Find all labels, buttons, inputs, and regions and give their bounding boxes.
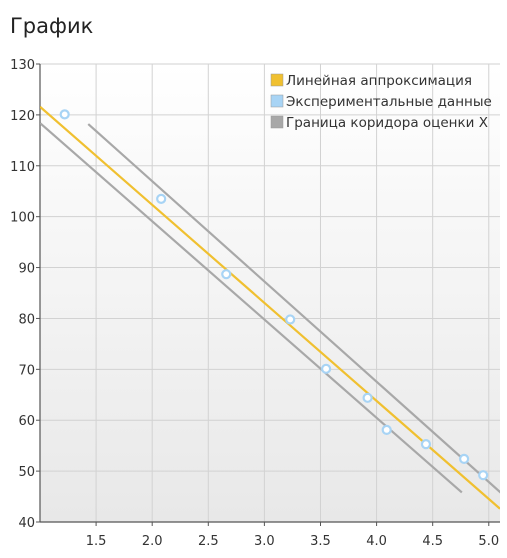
x-tick-label: 3.0 [254,534,275,549]
data-point [381,424,392,435]
legend-label: Граница коридора оценки Х [286,115,488,131]
data-point [320,363,332,374]
data-point [420,439,432,450]
y-tick-label: 110 [10,160,35,175]
x-tick-label: 2.5 [198,534,219,549]
y-tick-label: 80 [18,312,35,327]
legend-label: Экспериментальные данные [286,94,492,110]
y-tick-label: 90 [18,262,35,277]
y-tick-label: 40 [18,516,35,531]
x-tick-label: 4.5 [422,534,443,549]
x-tick-label: 1.5 [86,534,107,549]
x-tick-label: 2.0 [142,534,163,549]
y-tick-label: 50 [18,465,35,480]
y-tick-label: 130 [10,58,35,73]
data-point [285,314,296,325]
y-tick-label: 100 [10,211,35,226]
x-tick-label: 5.0 [478,534,499,549]
x-tick-label: 3.5 [310,534,331,549]
series-group [40,105,500,510]
legend-swatch [270,94,284,108]
data-point [478,470,489,481]
data-point [59,109,70,120]
y-tick-label: 120 [10,109,35,124]
x-tick-label: 4.0 [366,534,387,549]
legend-label: Линейная аппроксимация [286,73,472,89]
data-point [156,193,167,204]
legend-swatch [270,115,284,129]
legend-swatch [270,73,284,87]
y-tick-label: 70 [18,363,35,378]
corridor-bound-line [87,123,500,494]
data-point [362,392,373,403]
plot-area [40,64,500,522]
data-point [221,269,232,280]
chart-title: График [10,14,94,38]
y-tick-label: 60 [18,414,35,429]
data-point [458,453,470,464]
